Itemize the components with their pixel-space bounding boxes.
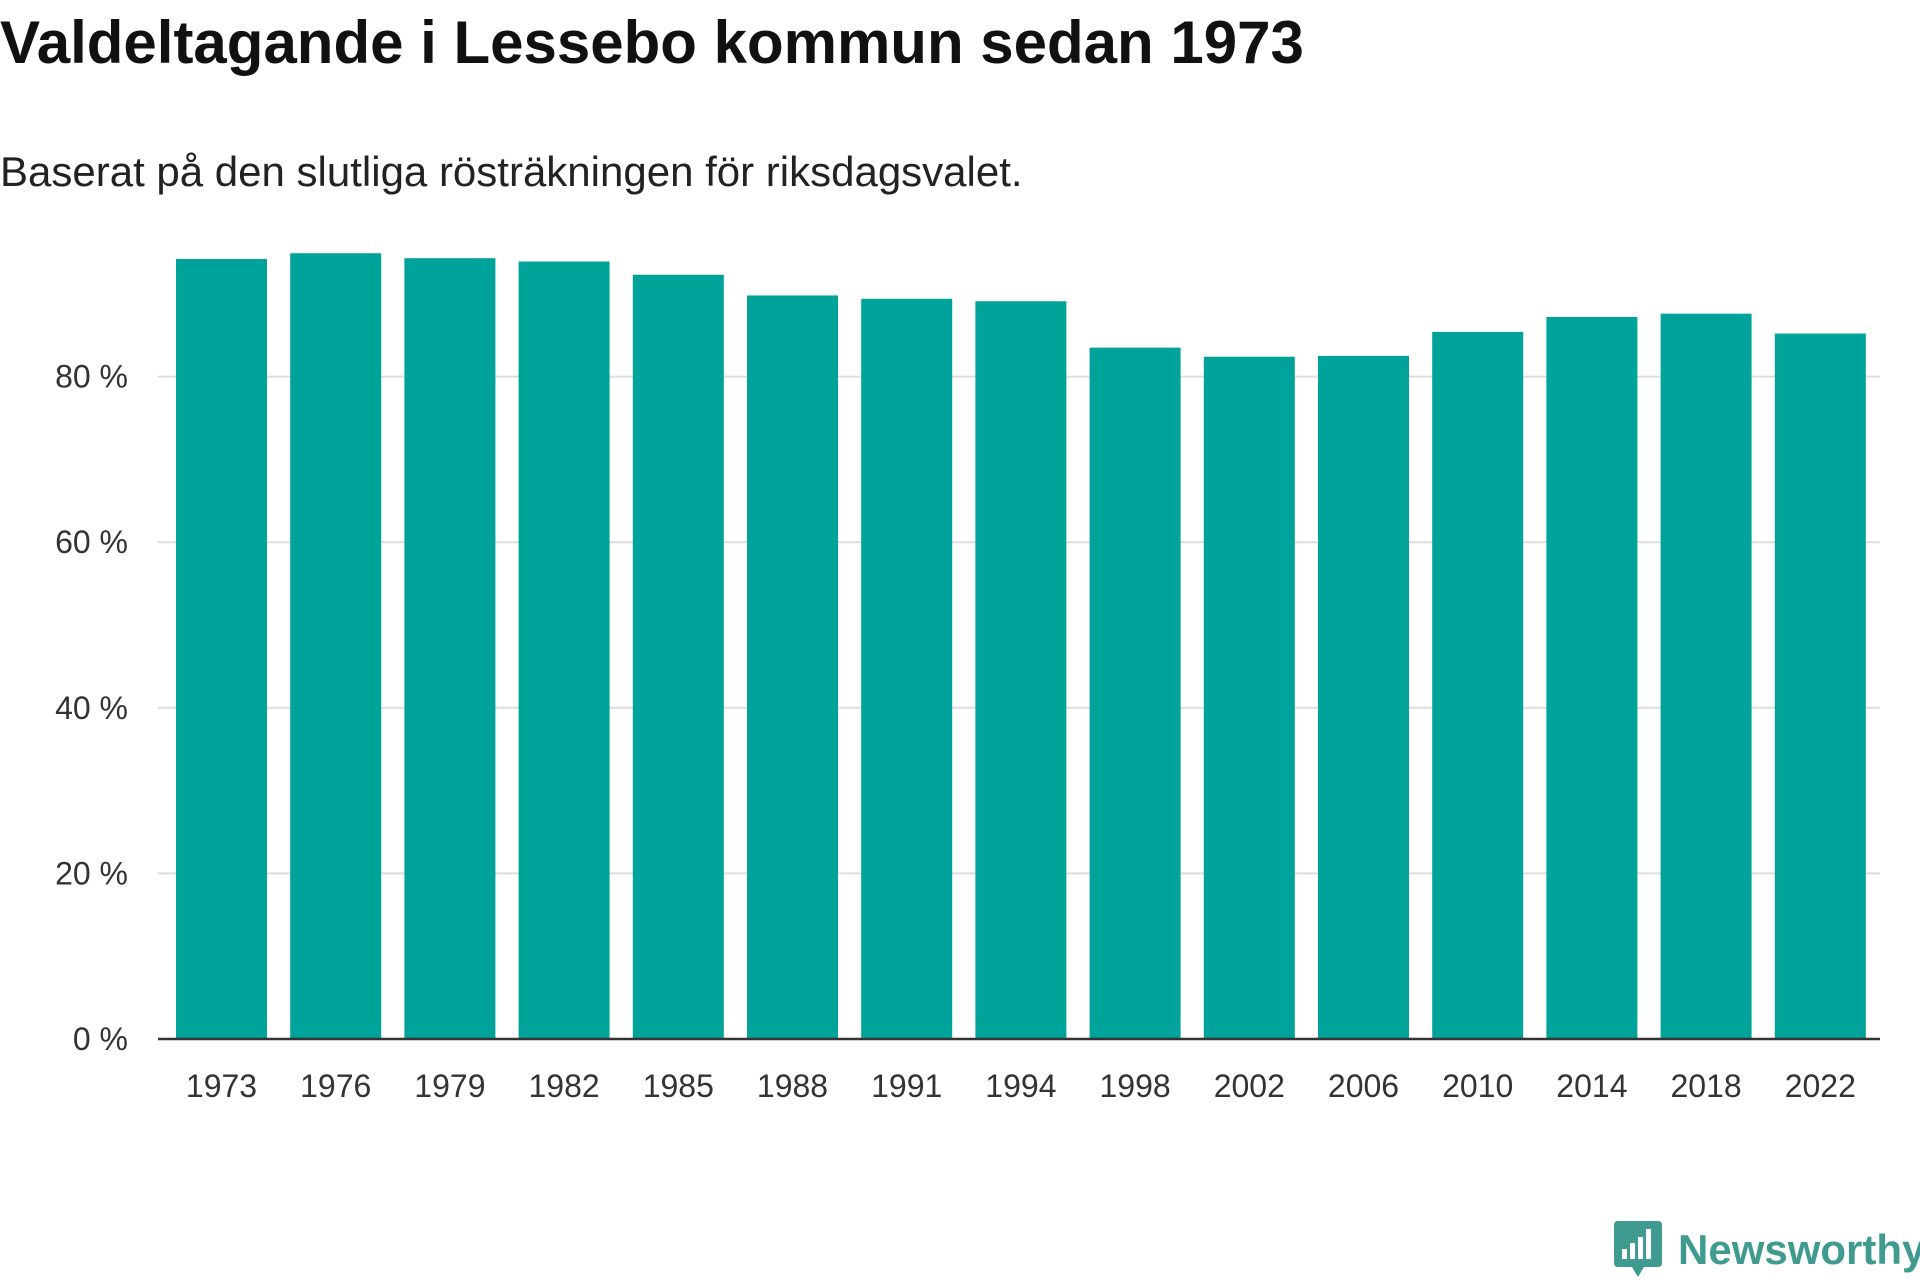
y-tick-label: 0 % bbox=[73, 1021, 128, 1057]
x-tick-label: 2022 bbox=[1785, 1068, 1856, 1104]
x-tick-label: 2010 bbox=[1442, 1068, 1513, 1104]
bar bbox=[1089, 347, 1181, 1039]
bar bbox=[1774, 333, 1866, 1039]
x-tick-label: 1994 bbox=[985, 1068, 1056, 1104]
brand-name: Newsworthy bbox=[1678, 1226, 1920, 1273]
x-tick-label: 2018 bbox=[1671, 1068, 1742, 1104]
x-tick-label: 1973 bbox=[186, 1068, 257, 1104]
x-tick-label: 1979 bbox=[414, 1068, 485, 1104]
bar bbox=[632, 274, 724, 1040]
x-tick-label: 1985 bbox=[643, 1068, 714, 1104]
chart-title: Valdeltagande i Lessebo kommun sedan 197… bbox=[0, 9, 1304, 76]
x-tick-label: 1991 bbox=[871, 1068, 942, 1104]
bar bbox=[1546, 316, 1638, 1039]
bar bbox=[290, 253, 382, 1039]
bar bbox=[975, 301, 1067, 1039]
bar bbox=[1203, 356, 1295, 1039]
y-tick-label: 80 % bbox=[55, 359, 128, 395]
bar bbox=[1318, 355, 1409, 1039]
bar bbox=[861, 298, 953, 1039]
x-tick-label: 1976 bbox=[300, 1068, 371, 1104]
newsworthy-brand[interactable]: Newsworthy bbox=[1612, 1218, 1920, 1282]
x-tick-label: 2006 bbox=[1328, 1068, 1399, 1104]
y-tick-label: 40 % bbox=[55, 690, 128, 726]
bar bbox=[404, 258, 496, 1039]
x-tick-label: 2014 bbox=[1556, 1068, 1627, 1104]
x-tick-label: 1998 bbox=[1100, 1068, 1171, 1104]
y-tick-label: 60 % bbox=[55, 524, 128, 560]
bar bbox=[1432, 331, 1524, 1039]
bar bbox=[518, 261, 610, 1039]
chart-subtitle: Baserat på den slutliga rösträkningen fö… bbox=[0, 148, 1023, 195]
bar bbox=[176, 259, 267, 1039]
y-tick-label: 20 % bbox=[55, 855, 128, 891]
x-tick-label: 1988 bbox=[757, 1068, 828, 1104]
bar bbox=[1660, 313, 1752, 1039]
newsworthy-logo-icon bbox=[1614, 1221, 1662, 1277]
x-tick-label: 1982 bbox=[529, 1068, 600, 1104]
x-tick-label: 2002 bbox=[1214, 1068, 1285, 1104]
bar bbox=[747, 295, 838, 1039]
